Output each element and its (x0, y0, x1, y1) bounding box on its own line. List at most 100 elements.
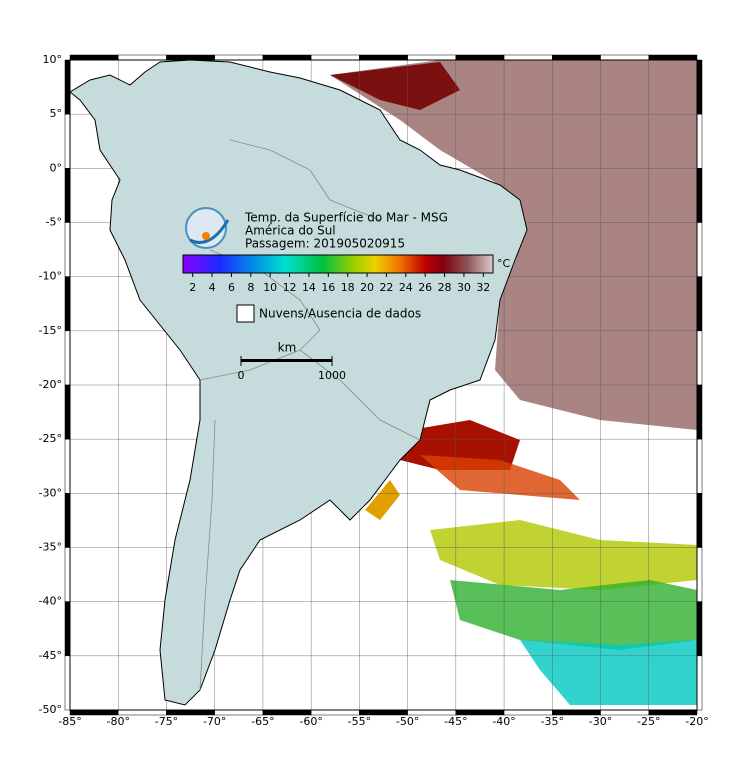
lon-tick-label: -70° (203, 715, 226, 728)
lat-tick-label: -5° (46, 216, 62, 229)
scale-bar (241, 359, 332, 362)
lon-tick-label: -20° (685, 715, 708, 728)
lon-tick-label: -85° (58, 715, 81, 728)
frame-segment (64, 168, 71, 223)
frame-segment (696, 222, 703, 277)
lat-tick-label: 5° (50, 107, 63, 120)
sst-field (330, 60, 697, 705)
frame (64, 54, 703, 716)
frame-segment (262, 54, 312, 61)
frame-segment (64, 547, 71, 602)
colorbar-tick-label: 4 (209, 281, 216, 294)
frame-segment (696, 384, 703, 440)
lon-tick-label: -75° (155, 715, 178, 728)
frame-segment (64, 330, 71, 386)
cloud-legend: Nuvens/Ausencia de dados (259, 307, 421, 321)
lon-tick-label: -80° (106, 715, 129, 728)
scale-tick-label: 0 (238, 369, 245, 382)
frame-segment (310, 54, 360, 61)
colorbar-unit: °C (497, 257, 511, 270)
frame-segment (64, 59, 71, 115)
frame-segment (552, 54, 601, 61)
colorbar-tick-label: 20 (360, 281, 374, 294)
frame-segment (64, 222, 71, 277)
colorbar-tick-label: 6 (228, 281, 235, 294)
frame-segment (69, 54, 119, 61)
title: Temp. da Superfície do Mar - MSG (244, 211, 448, 225)
frame-segment (503, 54, 553, 61)
frame-segment (696, 330, 703, 386)
lat-tick-label: 0° (50, 161, 63, 174)
lon-tick-label: -25° (637, 715, 660, 728)
frame-segment (359, 54, 408, 61)
frame-segment (696, 438, 703, 494)
lon-tick-label: -45° (444, 715, 467, 728)
frame-segment (455, 54, 505, 61)
lon-tick-label: -40° (492, 715, 515, 728)
colorbar-tick-label: 2 (189, 281, 196, 294)
lat-tick-label: -20° (39, 378, 62, 391)
lon-tick-label: -35° (541, 715, 564, 728)
colorbar-tick-label: 8 (247, 281, 254, 294)
colorbar-tick-label: 18 (341, 281, 355, 294)
lon-tick-label: -60° (299, 715, 322, 728)
colorbar-tick-label: 26 (418, 281, 432, 294)
lat-tick-label: -25° (39, 432, 62, 445)
colorbar-tick-label: 12 (283, 281, 297, 294)
lat-tick-label: -15° (39, 324, 62, 337)
map-border (69, 59, 698, 711)
colorbar-tick-label: 10 (263, 281, 277, 294)
frame-segment (696, 276, 703, 332)
scale-tick-label: 1000 (318, 369, 346, 382)
lon-tick-label: -50° (396, 715, 419, 728)
lon-tick-label: -65° (251, 715, 274, 728)
frame-segment (214, 54, 264, 61)
frame-segment (696, 113, 703, 169)
frame-segment (64, 601, 71, 657)
frame-segment (64, 276, 71, 332)
frame-segment (166, 54, 215, 61)
south-america (70, 60, 528, 706)
cloud-swatch (236, 304, 255, 323)
lon-tick-label: -55° (348, 715, 371, 728)
frame-segment (117, 54, 167, 61)
frame-segment (696, 493, 703, 548)
frame-segment (64, 493, 71, 548)
colorbar-tick-label: 28 (438, 281, 452, 294)
frame-segment (696, 601, 703, 657)
frame-segment (64, 113, 71, 169)
legend-panel: Temp. da Superfície do Mar - MSG América… (182, 207, 511, 355)
pass-time: Passagem: 201905020915 (245, 237, 405, 251)
colorbar-tick-label: 24 (399, 281, 413, 294)
lat-tick-label: -40° (39, 595, 62, 608)
frame-segment (696, 655, 703, 711)
frame-segment (696, 168, 703, 223)
frame-segment (64, 655, 71, 711)
logo (185, 207, 227, 249)
frame-segment (600, 54, 650, 61)
lat-tick-label: -45° (39, 649, 62, 662)
frame-segment (648, 54, 698, 61)
colorbar-tick-label: 32 (476, 281, 490, 294)
frame-segment (64, 384, 71, 440)
colorbar-tick-label: 16 (321, 281, 335, 294)
colorbar (182, 254, 494, 274)
scale-unit: km (278, 341, 297, 355)
lat-tick-label: -30° (39, 486, 62, 499)
lat-tick-label: -35° (39, 541, 62, 554)
frame-segment (407, 54, 457, 61)
lon-tick-label: -30° (589, 715, 612, 728)
colorbar-tick-label: 30 (457, 281, 471, 294)
logo-arc (189, 219, 230, 244)
lat-tick-label: -50° (39, 703, 62, 716)
lat-tick-label: -10° (39, 270, 62, 283)
colorbar-tick-label: 22 (379, 281, 393, 294)
colorbar-tick-label: 14 (302, 281, 316, 294)
frame-segment (696, 547, 703, 602)
frame-segment (696, 59, 703, 115)
logo-dot (202, 232, 210, 240)
frame-segment (64, 438, 71, 494)
lat-tick-label: 10° (43, 53, 63, 66)
region: América do Sul (245, 224, 336, 238)
